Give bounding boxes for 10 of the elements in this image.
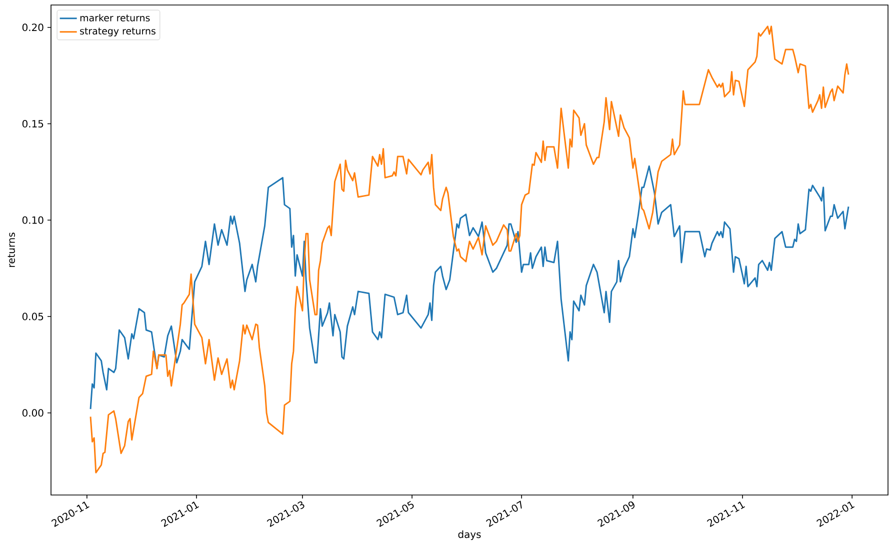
legend-label: strategy returns bbox=[80, 28, 156, 36]
y-tick-label: 0.15 bbox=[22, 120, 44, 128]
y-axis-title: returns bbox=[8, 232, 15, 267]
y-tick-label: 0.10 bbox=[22, 216, 44, 224]
y-tick-label: 0.20 bbox=[22, 24, 44, 32]
y-tick-label: 0.05 bbox=[22, 312, 44, 320]
line-series bbox=[90, 165, 850, 410]
x-axis-title: days bbox=[458, 530, 481, 540]
y-tick-label: 0.00 bbox=[22, 409, 44, 417]
legend-label: marker returns bbox=[80, 14, 150, 22]
